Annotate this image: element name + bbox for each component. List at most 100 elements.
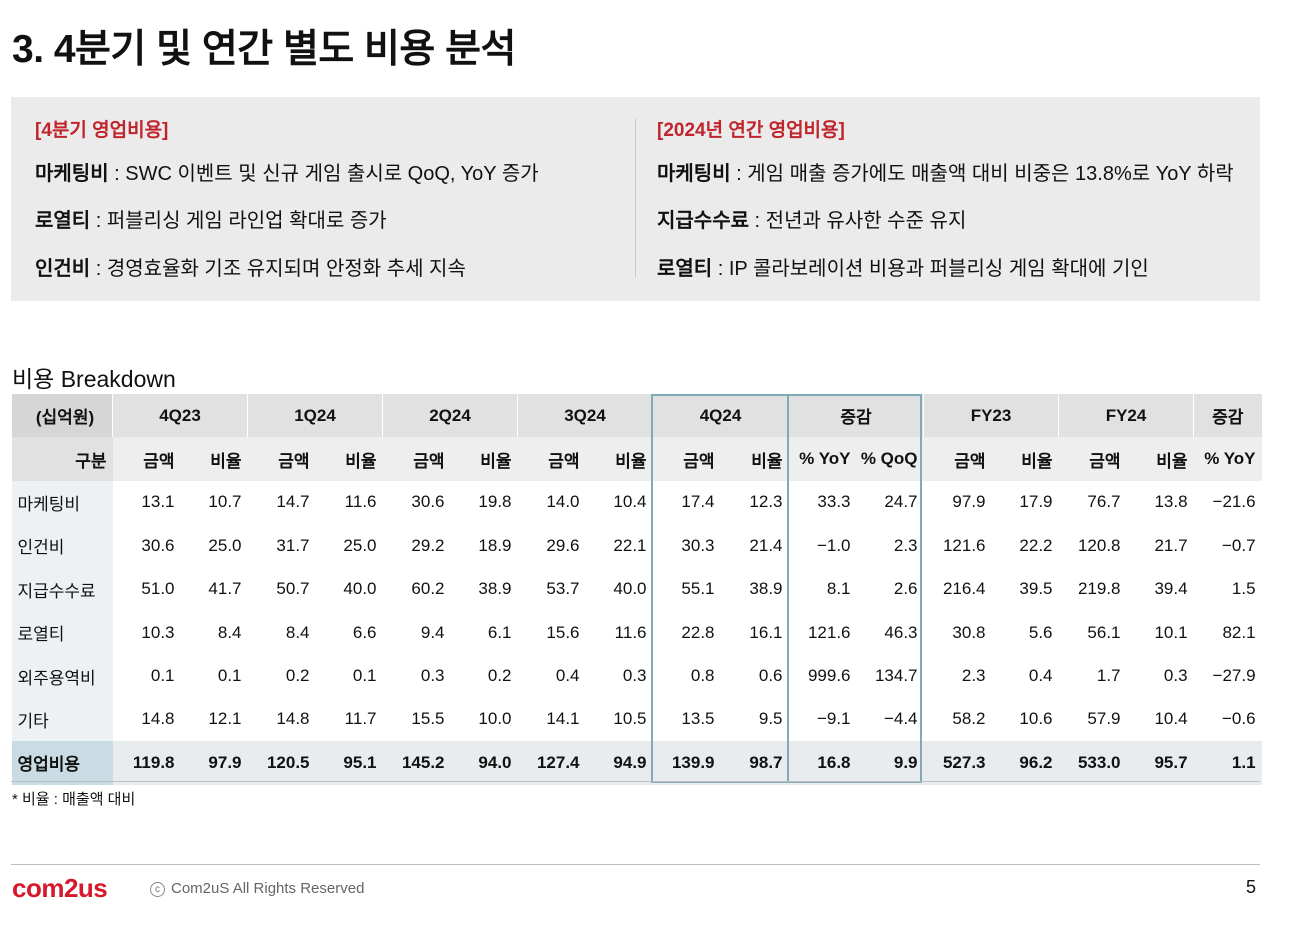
copyright: c Com2uS All Rights Reserved: [150, 880, 364, 897]
table-total-row: 영업비용 119.8 97.9 120.5 95.1 145.2 94.0 127.4 94.9…: [11, 741, 1262, 785]
table-cell: 14.0: [546, 492, 580, 512]
table-cell: 56.1: [1087, 622, 1121, 642]
summary-divider: [635, 119, 636, 277]
group-header: 2Q24: [382, 394, 518, 438]
table-cell: 40.0: [343, 579, 377, 599]
table-cell: 30.6: [141, 535, 175, 555]
table-cell: 119.8: [112, 741, 181, 785]
table-cell: 29.6: [546, 535, 580, 555]
column-header: 비율: [1126, 437, 1194, 481]
table-cell: 58.2: [952, 709, 986, 729]
table-cell: 16.8: [788, 741, 857, 785]
footnote: * 비율 : 매출액 대비: [12, 791, 136, 808]
summary-line: 지급수수료 : 전년과 유사한 수준 유지: [657, 204, 966, 233]
table-cell: 41.7: [208, 579, 242, 599]
table-cell: 0.2: [487, 666, 512, 686]
table-cell: 21.7: [1154, 535, 1188, 555]
summary-line: 로열티 : IP 콜라보레이션 비용과 퍼블리싱 게임 확대에 기인: [657, 252, 1149, 281]
summary-term: 인건비: [35, 258, 91, 280]
column-header: 비율: [450, 437, 518, 481]
column-header: 금액: [652, 437, 721, 481]
footer-rule: [11, 864, 1260, 865]
table-cell: 11.6: [614, 622, 647, 642]
table-cell: 21.4: [749, 535, 783, 555]
row-label: 지급수수료: [11, 567, 113, 611]
table-cell: 82.1: [1222, 622, 1256, 642]
table-cell: 145.2: [382, 741, 451, 785]
table-cell: 17.9: [1019, 492, 1053, 512]
table-cell: 12.1: [208, 709, 242, 729]
table-cell: 14.1: [546, 709, 580, 729]
group-header: FY23: [922, 394, 1059, 438]
table-cell: 5.6: [1028, 622, 1053, 642]
column-header: 금액: [112, 437, 181, 481]
table-cell: 134.7: [874, 666, 918, 686]
table-cell: 30.8: [952, 622, 986, 642]
summary-line: 마케팅비 : 게임 매출 증가에도 매출액 대비 비중은 13.8%로 YoY …: [657, 157, 1234, 186]
group-header: 증감: [1193, 394, 1262, 438]
table-cell: 31.7: [276, 535, 310, 555]
column-header: 비율: [180, 437, 248, 481]
table-cell: 2.6: [893, 579, 918, 599]
table-cell: 95.1: [315, 741, 383, 785]
summary-text: : 퍼블리싱 게임 라인업 확대로 증가: [90, 210, 387, 232]
table-cell: 8.1: [826, 579, 851, 599]
table-cell: 50.7: [276, 579, 310, 599]
table-cell: 0.4: [1028, 666, 1053, 686]
column-header: 비율: [585, 437, 653, 481]
table-cell: 22.1: [613, 535, 647, 555]
summary-line: 인건비 : 경영효율화 기조 유지되며 안정화 추세 지속: [35, 252, 466, 281]
table-row: 외주용역비 0.1 0.1 0.2 0.1 0.3 0.2 0.4 0.3 0.8 0.6 999.6…: [11, 654, 1262, 698]
table-cell: 9.5: [758, 709, 783, 729]
summary-text: : 경영효율화 기조 유지되며 안정화 추세 지속: [90, 258, 466, 280]
column-header: % YoY: [1193, 437, 1262, 481]
table-cell: 12.3: [749, 492, 783, 512]
table-cell: 139.9: [652, 741, 721, 785]
table-group-header: (십억원) 4Q23 1Q24 2Q24 3Q24 4Q24 증감 FY23 F…: [11, 394, 1262, 438]
table-cell: 30.6: [411, 492, 445, 512]
table-cell: 9.4: [420, 622, 445, 642]
table-row: 마케팅비 13.1 10.7 14.7 11.6 30.6 19.8 14.0 10.4 17.4…: [11, 480, 1262, 525]
table-cell: 1.7: [1096, 666, 1121, 686]
table-cell: 38.9: [478, 579, 512, 599]
table-cell: 46.3: [884, 622, 918, 642]
table-cell: 40.0: [613, 579, 647, 599]
column-header: 금액: [247, 437, 316, 481]
table-cell: 25.0: [343, 535, 377, 555]
table-cell: 10.1: [1154, 622, 1188, 642]
summary-term: 지급수수료: [657, 210, 749, 232]
table-cell: 11.7: [344, 709, 377, 729]
table-cell: −0.7: [1221, 535, 1256, 555]
table-cell: −1.0: [816, 535, 851, 555]
group-header: 3Q24: [517, 394, 653, 438]
summary-quarterly: [4분기 영업비용] 마케팅비 : SWC 이벤트 및 신규 게임 출시로 Qo…: [35, 97, 615, 301]
row-label-header: 구분: [11, 437, 113, 481]
table-row: 로열티 10.3 8.4 8.4 6.6 9.4 6.1 15.6 11.6 22.8 16.1 12…: [11, 610, 1262, 655]
row-label: 인건비: [11, 524, 113, 568]
summary-annual: [2024년 연간 영업비용] 마케팅비 : 게임 매출 증가에도 매출액 대비…: [657, 97, 1257, 301]
row-label: 기타: [11, 697, 113, 742]
table-cell: 10.6: [1019, 709, 1053, 729]
summary-quarterly-heading: [4분기 영업비용]: [35, 120, 169, 141]
table-cell: 8.4: [217, 622, 242, 642]
table-cell: 53.7: [546, 579, 580, 599]
table-cell: 0.1: [150, 666, 175, 686]
breakdown-title: 비용 Breakdown: [12, 366, 176, 392]
group-header: 4Q24: [652, 394, 789, 438]
table-cell: 10.5: [613, 709, 647, 729]
table-cell: 8.4: [285, 622, 310, 642]
table-cell: −4.4: [883, 709, 918, 729]
page-number: 5: [1246, 877, 1257, 897]
table-cell: 0.2: [285, 666, 310, 686]
table-cell: 121.6: [807, 622, 851, 642]
table-cell: 10.0: [478, 709, 512, 729]
table-cell: 76.7: [1087, 492, 1121, 512]
table-cell: 22.8: [681, 622, 715, 642]
table-cell: 0.8: [690, 666, 715, 686]
row-label: 외주용역비: [11, 654, 113, 698]
column-header: % QoQ: [856, 437, 924, 481]
table-cell: 14.8: [276, 709, 310, 729]
column-header: % YoY: [788, 437, 857, 481]
table-cell: 0.4: [555, 666, 580, 686]
table-cell: 120.5: [247, 741, 316, 785]
